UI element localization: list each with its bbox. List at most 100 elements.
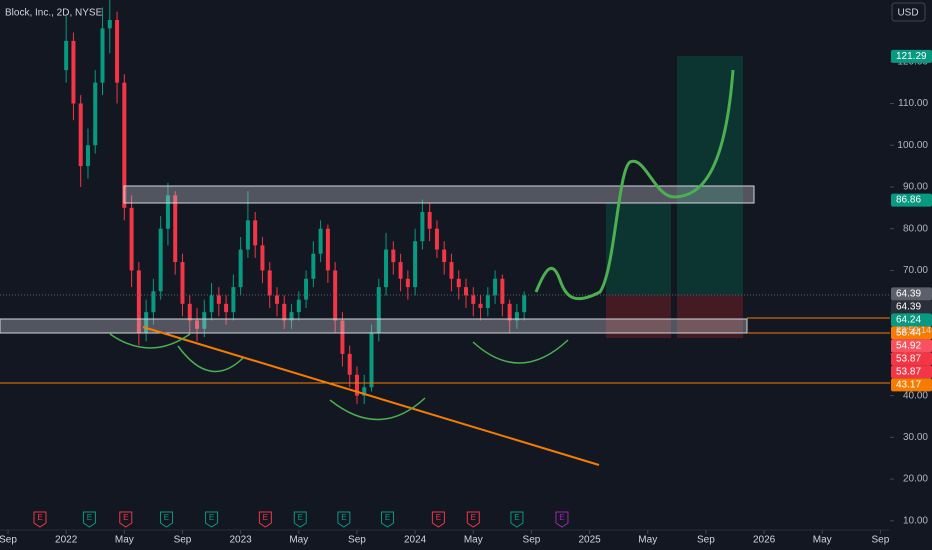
x-tick-label: 2026 — [753, 535, 776, 546]
candle-body — [507, 303, 512, 321]
event-marker — [33, 511, 47, 528]
candle-body — [158, 228, 163, 292]
candle-body — [180, 262, 185, 304]
candle-body — [362, 387, 367, 396]
candle-body — [195, 320, 200, 329]
price-label: 54.92 — [896, 340, 921, 351]
arc — [177, 345, 244, 373]
candle-body — [165, 195, 170, 229]
event-label: E — [298, 513, 303, 522]
projection-curve — [534, 69, 735, 301]
price-label: 64.39 — [896, 301, 921, 312]
candle-body — [78, 103, 83, 167]
x-tick-label: May — [289, 535, 308, 546]
candle-body — [85, 145, 90, 167]
candle-body — [391, 249, 396, 263]
candle-body — [427, 212, 432, 229]
candle-body — [398, 262, 403, 279]
price-label: 43.17 — [896, 379, 921, 390]
candle-body — [245, 220, 250, 250]
event-label: E — [341, 513, 346, 522]
candle-body — [260, 245, 265, 271]
stop-zone — [606, 295, 671, 338]
candle-body — [231, 287, 236, 313]
event-marker — [82, 511, 96, 528]
price-label-bg — [891, 193, 932, 207]
candle-body — [304, 278, 309, 300]
y-tick-label: 100.00 — [897, 140, 928, 151]
candle-body — [93, 82, 98, 146]
event-marker — [205, 511, 219, 528]
x-tick-label: May — [115, 535, 134, 546]
event-marker — [258, 511, 272, 528]
candle-body — [384, 249, 389, 288]
candle-body — [500, 278, 505, 304]
drawings-back — [606, 56, 743, 338]
candle-body — [354, 374, 359, 396]
x-tick-label: Sep — [523, 535, 541, 546]
price-label-bg — [891, 326, 932, 340]
candle-body — [216, 295, 221, 304]
currency-button[interactable] — [891, 2, 926, 22]
candle-body — [340, 320, 345, 354]
candle-body — [522, 295, 527, 313]
x-tick-label: Sep — [0, 535, 17, 546]
event-label: E — [514, 513, 519, 522]
event-marker — [119, 511, 133, 528]
event-label: E — [87, 513, 92, 522]
event-label: E — [385, 513, 390, 522]
y-tick-label: 90.00 — [903, 182, 928, 193]
candle-body — [296, 299, 301, 313]
countdown: 23:59:14 — [896, 325, 931, 335]
candle-body — [434, 228, 439, 250]
candle-body — [224, 303, 229, 313]
x-tick-label: May — [638, 535, 657, 546]
candle-body — [267, 270, 272, 296]
candle-body — [115, 20, 120, 83]
candle-body — [71, 40, 76, 104]
price-axis — [890, 0, 932, 550]
x-tick-label: 2023 — [230, 535, 253, 546]
candle-body — [107, 20, 112, 29]
candle-body — [289, 312, 294, 321]
candle-body — [456, 278, 461, 288]
x-tick-label: Sep — [872, 535, 890, 546]
x-tick-label: Sep — [348, 535, 366, 546]
event-marker — [555, 511, 569, 528]
price-label-bg — [891, 339, 932, 353]
event-marker — [380, 511, 394, 528]
x-tick-label: 2024 — [404, 535, 427, 546]
event-label: E — [559, 513, 564, 522]
y-tick-label: 80.00 — [903, 223, 928, 234]
y-tick-label: 110.00 — [898, 98, 928, 109]
currency[interactable]: USD — [897, 8, 918, 19]
candle-body — [122, 82, 127, 208]
candle-body — [471, 295, 476, 304]
x-tick-label: 2022 — [55, 535, 78, 546]
price-label-bg — [891, 378, 932, 392]
candle-body — [449, 262, 454, 279]
candle-body — [333, 270, 338, 321]
x-tick-label: 2025 — [578, 535, 601, 546]
candle-body — [493, 278, 498, 296]
event-label: E — [263, 513, 268, 522]
event-marker — [337, 511, 351, 528]
trend-line — [142, 326, 600, 466]
candle-body — [369, 333, 374, 388]
price-label-bg — [891, 352, 932, 366]
candle-body — [100, 28, 105, 83]
candle-body — [405, 278, 410, 288]
price-label-bg — [891, 300, 932, 314]
event-label: E — [123, 513, 128, 522]
event-label: E — [164, 513, 169, 522]
candle-body — [485, 295, 490, 308]
price-label-bg — [891, 49, 932, 63]
price-label-bg — [891, 287, 932, 301]
event-label: E — [471, 513, 476, 522]
arc — [329, 397, 426, 421]
candle-body — [187, 303, 192, 321]
price-label-bg — [891, 313, 932, 327]
candle-body — [420, 212, 425, 242]
